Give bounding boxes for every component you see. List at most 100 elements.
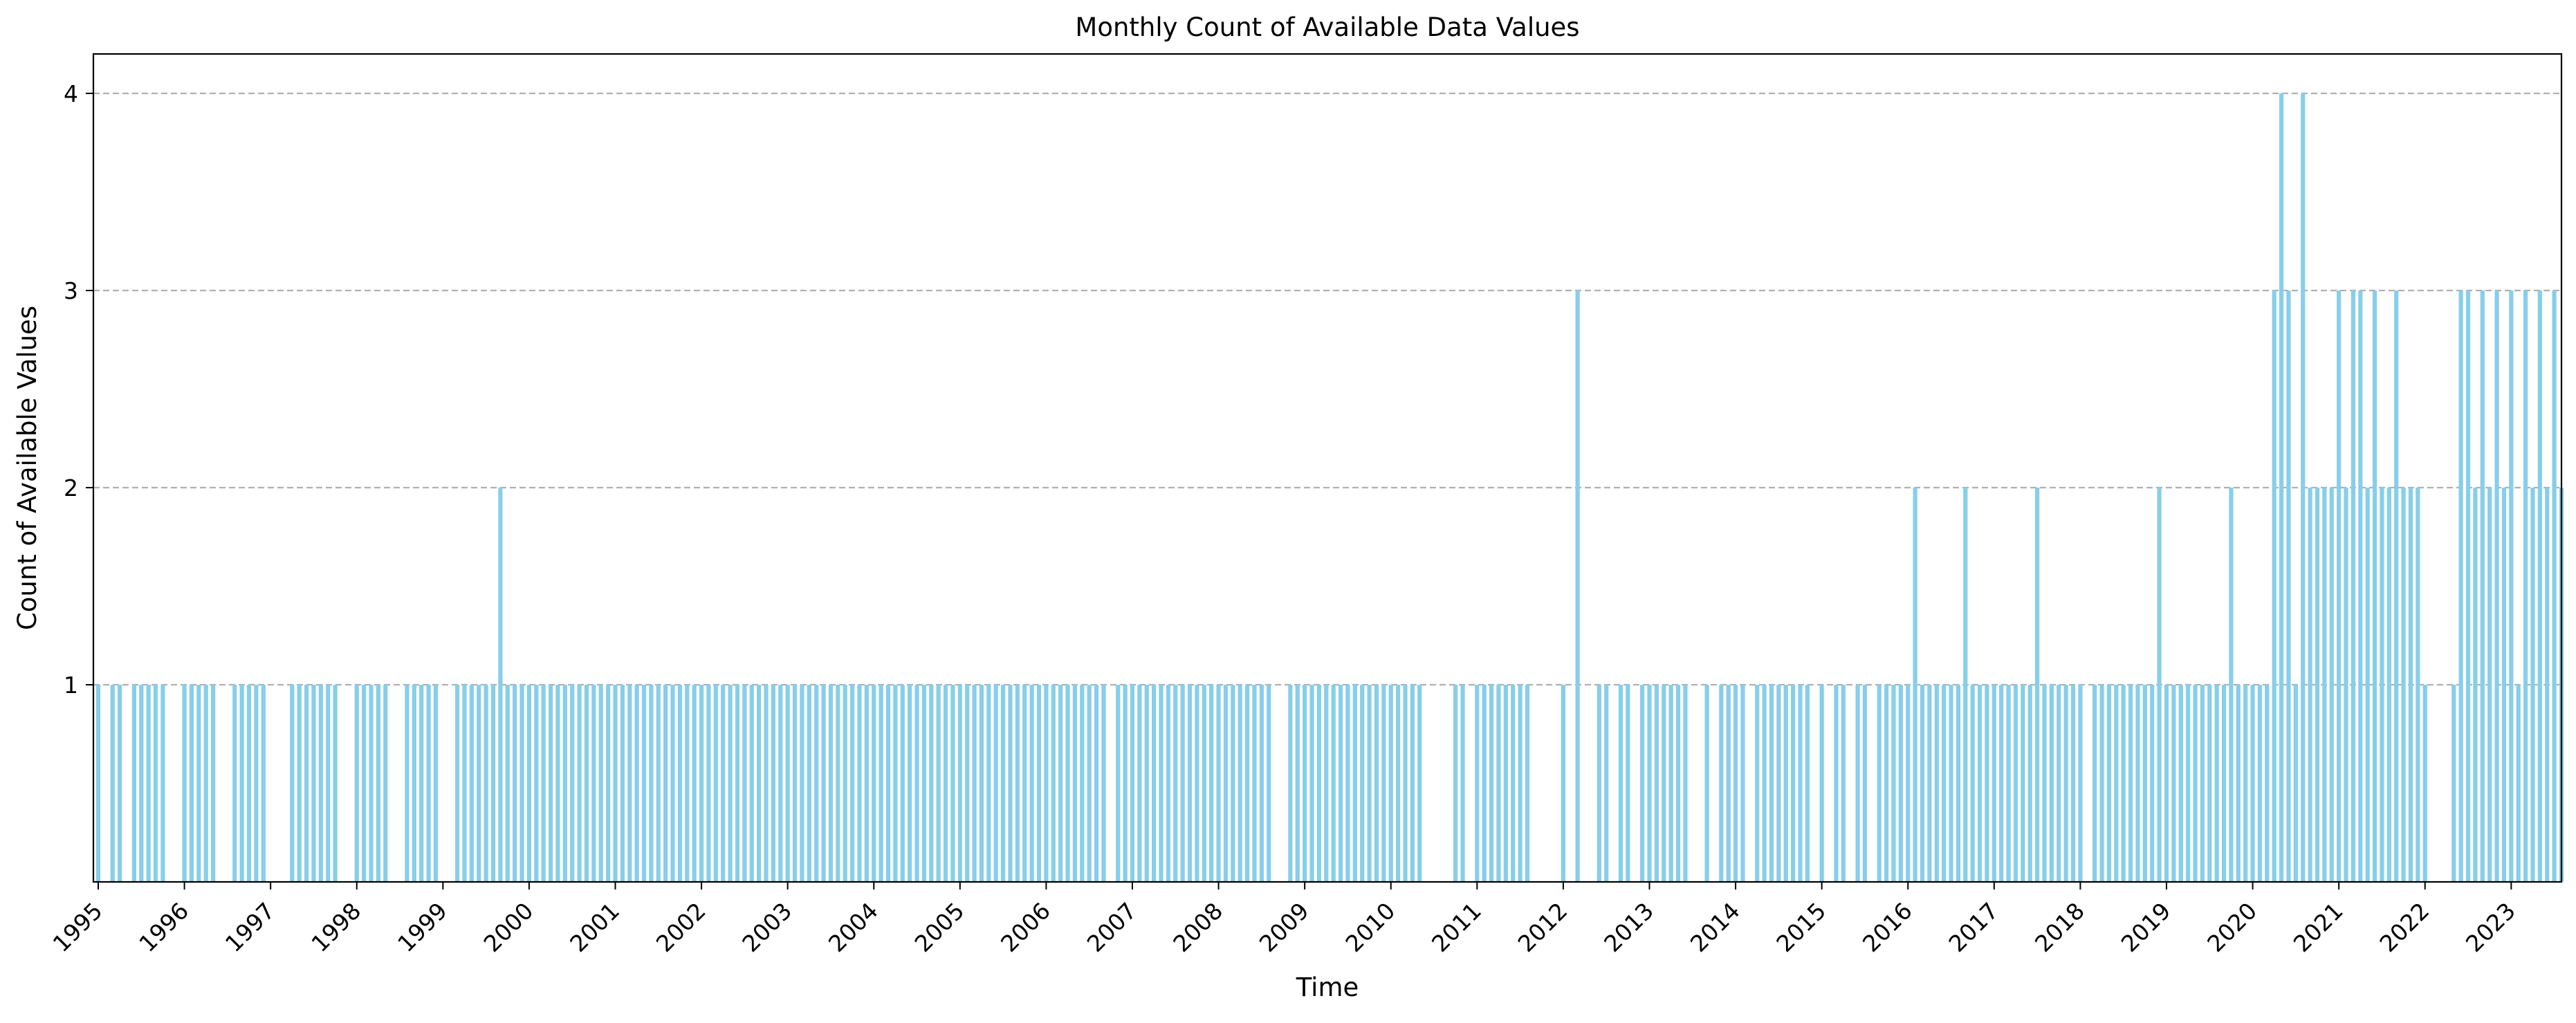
bar <box>534 685 539 882</box>
bar <box>2552 291 2557 882</box>
x-tick-label: 2016 <box>1857 897 1917 957</box>
bar <box>405 685 410 882</box>
bar <box>921 685 927 882</box>
bar <box>2229 488 2234 882</box>
bar <box>1123 685 1128 882</box>
bar <box>1999 685 2004 882</box>
bar <box>541 685 546 882</box>
bar <box>2337 291 2342 882</box>
bar <box>1396 685 1401 882</box>
bar <box>1180 685 1185 882</box>
bar <box>304 685 309 882</box>
bar <box>1460 685 1465 882</box>
bar <box>1805 685 1810 882</box>
bar <box>469 685 474 882</box>
bar <box>2236 685 2241 882</box>
bar <box>1417 685 1422 882</box>
bar <box>1819 685 1824 882</box>
bar <box>893 685 898 882</box>
bar <box>1316 685 1322 882</box>
bar <box>1252 685 1257 882</box>
bar <box>598 685 603 882</box>
bar <box>1044 685 1049 882</box>
bar <box>210 685 216 882</box>
bar <box>627 685 632 882</box>
bar <box>2465 291 2471 882</box>
bar <box>814 685 819 882</box>
bar <box>1166 685 1171 882</box>
bar <box>728 685 733 882</box>
bar <box>2358 291 2363 882</box>
bar <box>1991 685 1996 882</box>
bar <box>577 685 582 882</box>
bar <box>2049 685 2054 882</box>
bar <box>203 685 208 882</box>
bar <box>146 685 151 882</box>
y-tick-label: 2 <box>64 474 78 501</box>
bar <box>1561 685 1566 882</box>
bar <box>2329 488 2334 882</box>
bar <box>836 685 840 882</box>
bar <box>2135 685 2140 882</box>
bar <box>1403 685 1408 882</box>
bar <box>2322 488 2327 882</box>
bar <box>2537 291 2542 882</box>
bar <box>1267 685 1271 882</box>
bar <box>2006 685 2011 882</box>
bar <box>1051 685 1056 882</box>
bar <box>2372 291 2377 882</box>
bar <box>1913 488 1917 882</box>
bar <box>2121 685 2126 882</box>
plot-frame <box>92 53 2563 883</box>
bar <box>677 685 683 882</box>
bar <box>462 685 467 882</box>
bar <box>2078 685 2083 882</box>
bar <box>591 685 596 882</box>
bar <box>2509 291 2514 882</box>
bar <box>2530 488 2535 882</box>
bar <box>872 685 876 882</box>
bar <box>1388 685 1393 882</box>
x-tick-label: 2006 <box>995 897 1056 957</box>
x-tick-label: 2005 <box>910 897 970 957</box>
bar <box>1338 685 1343 882</box>
bar <box>311 685 316 882</box>
y-tick-label: 3 <box>64 277 78 304</box>
bar <box>2386 488 2391 882</box>
bar <box>189 685 194 882</box>
bar <box>914 685 919 882</box>
bar <box>1841 685 1846 882</box>
bar <box>1668 685 1673 882</box>
bar <box>454 685 460 882</box>
bar <box>1654 685 1659 882</box>
bar <box>2487 488 2492 882</box>
x-tick-label: 2015 <box>1771 897 1831 957</box>
bar <box>2178 685 2183 882</box>
bar <box>1662 685 1666 882</box>
bar <box>2265 685 2270 882</box>
bar <box>1762 685 1767 882</box>
bar <box>513 685 517 882</box>
bar <box>1970 685 1975 882</box>
bar <box>1130 685 1135 882</box>
x-tick-label: 2018 <box>2030 897 2090 957</box>
bar <box>692 685 697 882</box>
bar <box>613 685 618 882</box>
bar <box>641 685 647 882</box>
bar <box>764 685 769 882</box>
bar <box>2272 291 2276 882</box>
bar <box>2451 685 2456 882</box>
bar <box>1934 685 1939 882</box>
bar <box>993 685 998 882</box>
bar <box>2106 685 2112 882</box>
x-tick-label: 2009 <box>1254 897 1314 957</box>
bar <box>1862 685 1868 882</box>
bar <box>354 685 359 882</box>
bar <box>1949 685 1953 882</box>
bar <box>261 685 266 882</box>
bar <box>1072 685 1078 882</box>
bar <box>1303 685 1307 882</box>
bar <box>1008 685 1013 882</box>
bar <box>2344 488 2348 882</box>
